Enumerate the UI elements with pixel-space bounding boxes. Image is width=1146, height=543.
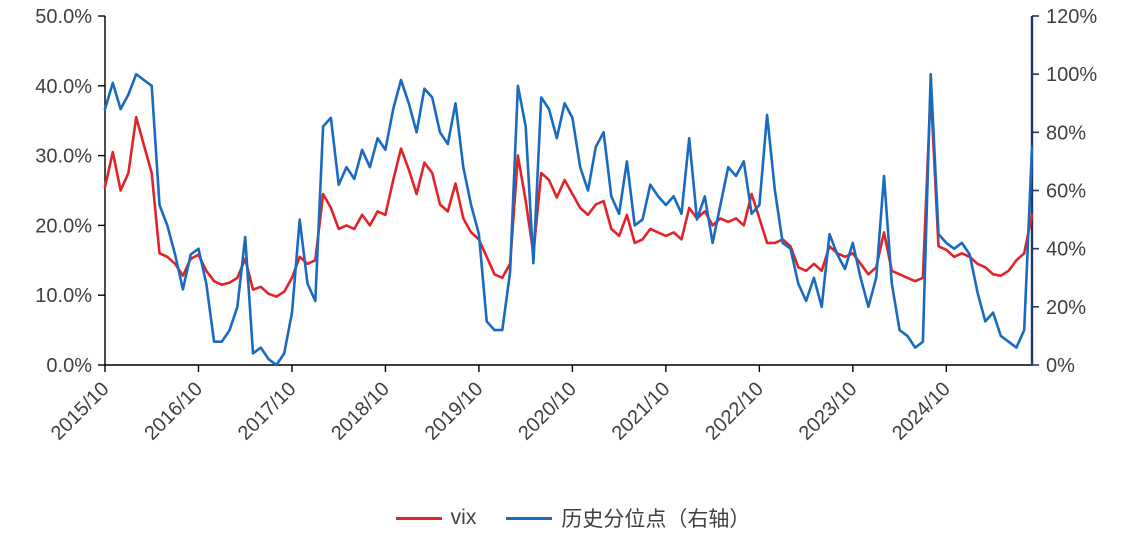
chart-legend: vix 历史分位点（右轴） (0, 503, 1146, 533)
right-axis-tick-label: 0% (1046, 355, 1075, 377)
chart-plot-area: 0.0% 10.0% 20.0% 30.0% 40.0% 50.0% 0% 20% 40% 60%… (35, 6, 1097, 445)
x-axis-tick-label: 2019/10 (421, 378, 488, 445)
series-line-percentile (103, 72, 1034, 367)
left-axis-tick-label: 30.0% (35, 146, 92, 168)
left-axis-tick-label: 50.0% (35, 6, 92, 28)
percentile-line-swatch (506, 516, 553, 520)
x-axis-tick-label: 2020/10 (514, 378, 581, 445)
right-axis-tick-label: 120% (1046, 6, 1097, 28)
x-axis-tick-label: 2024/10 (888, 378, 955, 445)
x-axis-tick-label: 2017/10 (234, 378, 301, 445)
x-axis-tick-label: 2018/10 (327, 378, 394, 445)
series-line-vix (103, 88, 1034, 298)
left-axis-tick-label: 10.0% (35, 285, 92, 307)
right-axis-tick-label: 20% (1046, 297, 1086, 319)
legend-item-vix: vix (395, 506, 477, 530)
right-axis-tick-label: 80% (1046, 122, 1086, 144)
percentile-legend-label: 历史分位点（右轴） (561, 508, 751, 531)
left-axis-tick-label: 20.0% (35, 215, 92, 237)
x-axis-tick-label: 2016/10 (140, 378, 207, 445)
x-axis-tick-label: 2023/10 (795, 378, 862, 445)
right-axis-tick-label: 60% (1046, 181, 1086, 203)
right-axis-tick-label: 100% (1046, 64, 1097, 86)
left-axis-tick-label: 40.0% (35, 76, 92, 98)
x-axis-tick-label: 2021/10 (608, 378, 675, 445)
vix-legend-label: vix (450, 506, 477, 529)
x-axis-tick-label: 2015/10 (47, 378, 114, 445)
x-axis-tick-label: 2022/10 (701, 378, 768, 445)
vix-line-swatch (395, 516, 442, 520)
legend-item-percentile: 历史分位点（右轴） (506, 503, 750, 533)
right-axis-tick-label: 40% (1046, 239, 1086, 261)
left-axis-tick-label: 0.0% (46, 355, 92, 377)
